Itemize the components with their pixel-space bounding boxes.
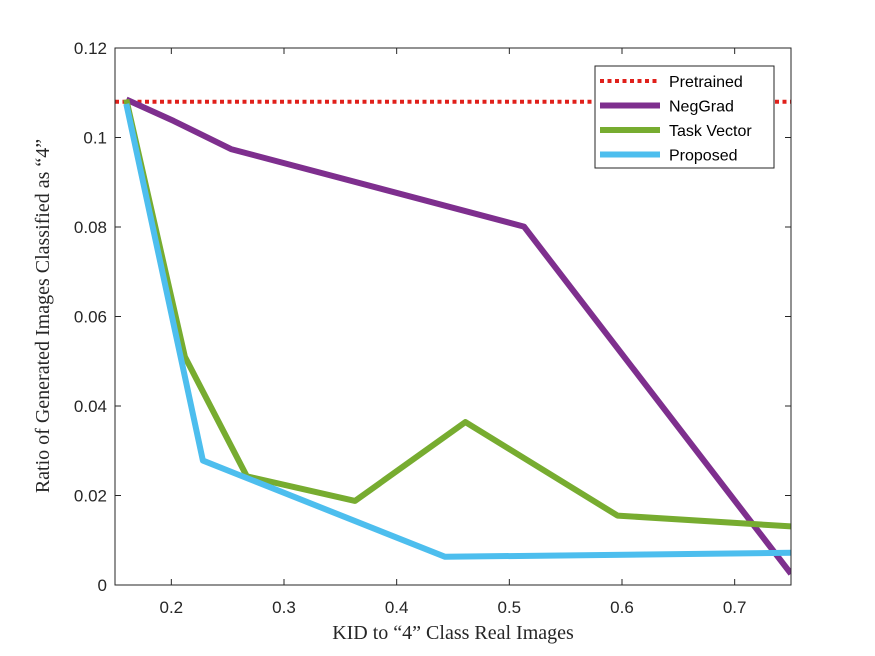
x-axis-title: KID to “4” Class Real Images	[332, 622, 574, 644]
y-tick-label: 0.04	[74, 397, 107, 416]
legend: Pretrained NegGrad Task Vector Proposed	[594, 65, 775, 169]
x-tick-label: 0.3	[272, 598, 296, 617]
series-line-proposed	[123, 103, 791, 560]
legend-label-neggrad: NegGrad	[669, 99, 734, 116]
y-tick-label: 0.12	[74, 39, 107, 58]
y-tick-label: 0	[98, 576, 107, 595]
legend-label-proposed: Proposed	[669, 148, 738, 165]
series-line-task-vector	[123, 98, 791, 530]
y-axis-title: Ratio of Generated Images Classified as …	[32, 139, 54, 493]
x-tick-label: 0.5	[498, 598, 522, 617]
ticks-layer: 0.2 0.3 0.4 0.5 0.6 0.7 0 0.02 0.04 0.06 0.08 0.1 0.…	[74, 39, 791, 617]
y-tick-label: 0.08	[74, 218, 107, 237]
y-tick-label: 0.02	[74, 487, 107, 506]
legend-label-pretrained: Pretrained	[669, 74, 743, 91]
legend-label-task-vector: Task Vector	[669, 123, 752, 140]
x-tick-label: 0.6	[610, 598, 634, 617]
series-layer	[115, 96, 791, 576]
x-tick-label: 0.7	[723, 598, 747, 617]
y-tick-label: 0.1	[83, 129, 107, 148]
y-tick-label: 0.06	[74, 308, 107, 327]
x-tick-label: 0.4	[385, 598, 409, 617]
x-tick-label: 0.2	[160, 598, 184, 617]
series-line-neggrad	[125, 96, 791, 576]
